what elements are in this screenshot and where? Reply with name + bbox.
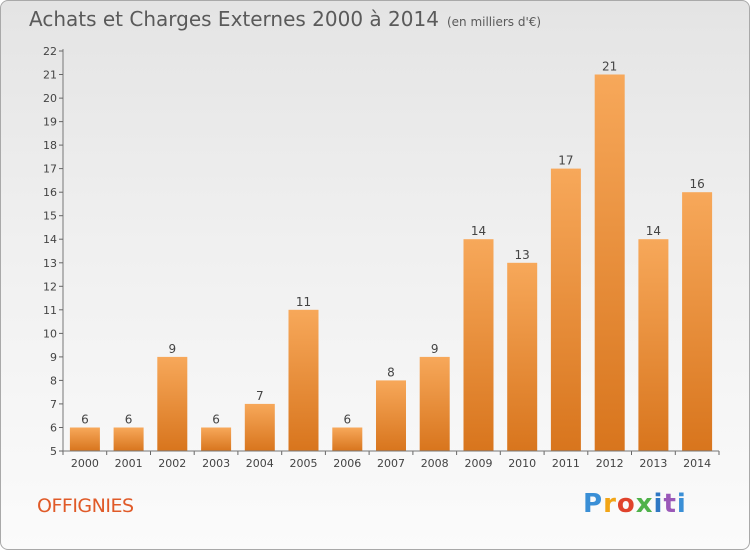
y-tick-label-6: 6 — [50, 422, 57, 435]
data-label-2006: 6 — [343, 413, 351, 427]
y-tick-label-20: 20 — [43, 92, 57, 105]
data-label-2005: 11 — [296, 295, 311, 309]
y-tick-label-17: 17 — [43, 163, 57, 176]
y-tick-label-18: 18 — [43, 139, 57, 152]
x-tick-label-2008: 2008 — [421, 457, 449, 470]
logo-letter: t — [663, 489, 677, 519]
proxiti-logo: Proxiti — [583, 489, 687, 519]
y-tick-label-21: 21 — [43, 69, 57, 82]
bar-2000 — [69, 427, 100, 451]
x-tick-label-2000: 2000 — [71, 457, 99, 470]
x-tick-label-2009: 2009 — [465, 457, 493, 470]
city-name: OFFIGNIES — [37, 495, 134, 517]
bar-2012 — [594, 74, 625, 451]
chart-unit: (en milliers d'€) — [446, 15, 542, 29]
y-tick-label-16: 16 — [43, 186, 57, 199]
y-tick-label-7: 7 — [50, 398, 57, 411]
data-label-2007: 8 — [387, 365, 395, 379]
bar-2014 — [682, 192, 713, 451]
x-tick-label-2004: 2004 — [246, 457, 274, 470]
logo-letter: r — [603, 489, 617, 519]
y-tick-label-19: 19 — [43, 116, 57, 129]
data-label-2002: 9 — [168, 342, 176, 356]
data-label-2012: 21 — [602, 60, 617, 74]
bar-2002 — [157, 356, 188, 451]
x-tick-label-2001: 2001 — [115, 457, 143, 470]
bars-group: 6 6 9 6 7 11 6 8 9 14 13 17 21 14 16 — [69, 60, 713, 451]
y-tick-label-5: 5 — [50, 445, 57, 458]
axes-group: 2000 2001 2002 2003 2004 2005 2006 2007 2008 2009… — [43, 45, 720, 470]
y-tick-label-8: 8 — [50, 374, 57, 387]
x-tick-label-2005: 2005 — [290, 457, 318, 470]
data-label-2013: 14 — [646, 224, 661, 238]
bar-2013 — [638, 239, 669, 451]
logo-letter: o — [616, 489, 636, 519]
logo-letter: i — [676, 489, 687, 519]
x-tick-label-2011: 2011 — [552, 457, 580, 470]
y-tick-label-22: 22 — [43, 45, 57, 58]
data-label-2011: 17 — [558, 154, 573, 168]
logo-letter: P — [583, 489, 604, 519]
bar-2006 — [332, 427, 363, 451]
x-tick-label-2007: 2007 — [377, 457, 405, 470]
bar-2001 — [113, 427, 144, 451]
chart-title: Achats et Charges Externes 2000 à 2014 (e… — [29, 7, 541, 31]
data-label-2010: 13 — [515, 248, 530, 262]
x-tick-label-2006: 2006 — [333, 457, 361, 470]
data-label-2008: 9 — [431, 342, 439, 356]
logo-letter: i — [653, 489, 664, 519]
data-label-2004: 7 — [256, 389, 264, 403]
chart-title-text: Achats et Charges Externes 2000 à 2014 — [29, 7, 439, 31]
bar-2011 — [550, 168, 581, 451]
x-tick-label-2013: 2013 — [639, 457, 667, 470]
bar-2005 — [288, 309, 319, 451]
data-label-2003: 6 — [212, 413, 220, 427]
y-tick-label-10: 10 — [43, 327, 57, 340]
y-tick-label-15: 15 — [43, 210, 57, 223]
bar-2010 — [507, 262, 538, 451]
x-tick-label-2010: 2010 — [508, 457, 536, 470]
bar-2009 — [463, 239, 494, 451]
bar-2004 — [244, 403, 275, 451]
bar-2008 — [419, 356, 450, 451]
y-tick-label-13: 13 — [43, 257, 57, 270]
y-tick-label-14: 14 — [43, 233, 57, 246]
x-tick-label-2014: 2014 — [683, 457, 711, 470]
data-label-2014: 16 — [689, 177, 704, 191]
data-label-2009: 14 — [471, 224, 486, 238]
y-tick-label-12: 12 — [43, 280, 57, 293]
bar-2007 — [376, 380, 406, 451]
data-label-2000: 6 — [81, 413, 89, 427]
y-tick-label-11: 11 — [43, 304, 57, 317]
x-tick-label-2003: 2003 — [202, 457, 230, 470]
bar-2003 — [201, 427, 232, 451]
x-tick-label-2012: 2012 — [596, 457, 624, 470]
x-tick-label-2002: 2002 — [158, 457, 186, 470]
logo-letter: x — [635, 489, 654, 519]
y-tick-label-9: 9 — [50, 351, 57, 364]
data-label-2001: 6 — [125, 413, 133, 427]
